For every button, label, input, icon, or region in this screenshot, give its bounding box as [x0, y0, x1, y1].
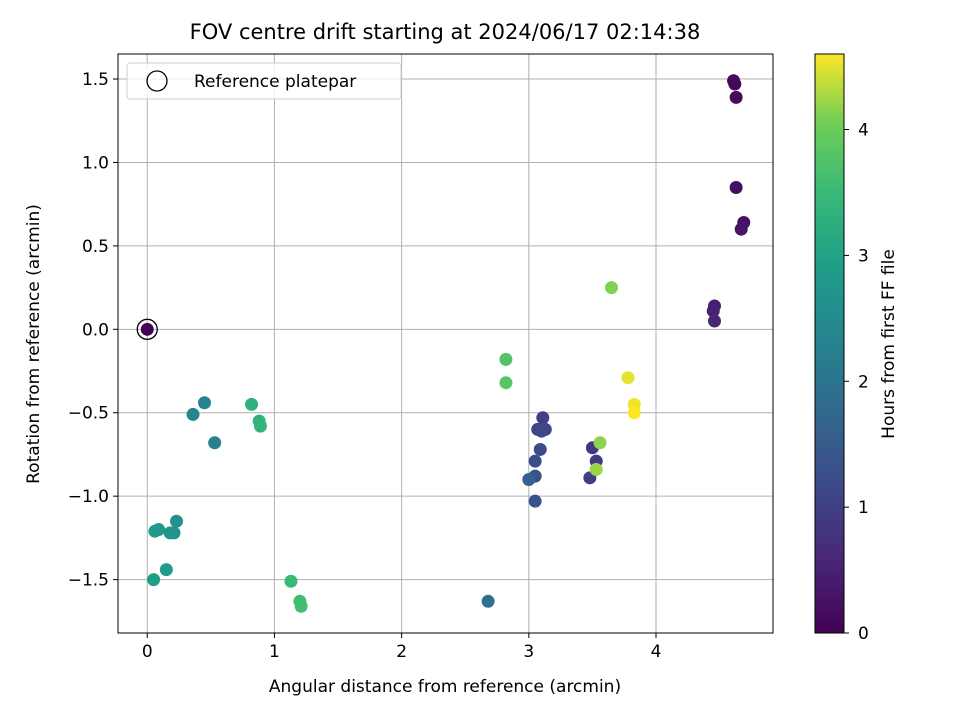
reference-marker-group — [136, 318, 158, 340]
data-point — [536, 411, 550, 425]
y-tick-label: 0.0 — [82, 320, 109, 340]
x-tick-label: 2 — [396, 642, 407, 662]
colorbar-tick-label: 1 — [858, 498, 869, 518]
data-point — [481, 594, 495, 608]
y-axis-label: Rotation from reference (arcmin) — [24, 204, 44, 484]
x-tick-label: 3 — [523, 642, 534, 662]
x-tick-label: 0 — [142, 642, 153, 662]
data-point — [728, 77, 742, 91]
y-tick-label: −0.5 — [68, 404, 109, 424]
data-point — [734, 222, 748, 236]
data-point — [729, 90, 743, 104]
y-axis-ticks: −1.5 −1.0 −0.5 0.0 0.5 1.0 1.5 — [68, 70, 118, 591]
data-point — [170, 514, 184, 528]
legend-reference-marker — [146, 70, 168, 92]
colorbar-tick-label: 3 — [858, 246, 869, 266]
legend: Reference platepar — [126, 62, 402, 100]
data-point — [197, 396, 211, 410]
data-point — [284, 574, 298, 588]
data-point — [593, 436, 607, 450]
x-tick-label: 1 — [269, 642, 280, 662]
data-point — [627, 406, 641, 420]
y-tick-label: 1.0 — [82, 153, 109, 173]
data-point — [163, 526, 177, 540]
data-point — [729, 180, 743, 194]
x-axis-ticks: 0 1 2 3 4 — [142, 633, 662, 662]
data-point — [499, 352, 513, 366]
data-point — [253, 419, 267, 433]
data-point — [147, 573, 161, 587]
data-point — [208, 436, 222, 450]
colorbar-tick-label: 0 — [858, 624, 869, 644]
colorbar: 0 1 2 3 4 Hours from first FF file — [814, 53, 899, 644]
legend-entry-label: Reference platepar — [194, 72, 356, 92]
grid-lines — [118, 54, 773, 633]
data-point — [533, 442, 547, 456]
x-tick-label: 4 — [651, 642, 662, 662]
colorbar-ticks: 0 1 2 3 4 — [844, 121, 869, 644]
colorbar-tick-label: 4 — [858, 121, 869, 141]
data-point — [706, 304, 720, 318]
chart-title: FOV centre drift starting at 2024/06/17 … — [190, 20, 701, 44]
data-point — [148, 524, 162, 538]
data-point — [535, 424, 549, 438]
data-points — [140, 74, 751, 613]
data-point — [604, 281, 618, 295]
data-point — [589, 462, 603, 476]
y-tick-label: −1.0 — [68, 487, 109, 507]
data-point — [186, 407, 200, 421]
data-point — [294, 599, 308, 613]
data-point — [159, 563, 173, 577]
colorbar-label: Hours from first FF file — [879, 249, 899, 439]
x-axis-label: Angular distance from reference (arcmin) — [269, 677, 621, 697]
y-tick-label: 0.5 — [82, 237, 109, 257]
y-tick-label: 1.5 — [82, 70, 109, 90]
data-point — [499, 376, 513, 390]
data-point — [528, 494, 542, 508]
reference-platepar-marker — [136, 318, 158, 340]
data-point — [140, 322, 154, 336]
y-tick-label: −1.5 — [68, 571, 109, 591]
data-point — [245, 397, 259, 411]
data-point — [621, 371, 635, 385]
legend-box — [126, 62, 402, 100]
plot-frame — [117, 53, 774, 634]
data-point — [528, 454, 542, 468]
data-point — [707, 314, 721, 328]
colorbar-tick-label: 2 — [858, 372, 869, 392]
data-point — [522, 472, 536, 486]
colorbar-gradient — [814, 53, 845, 634]
